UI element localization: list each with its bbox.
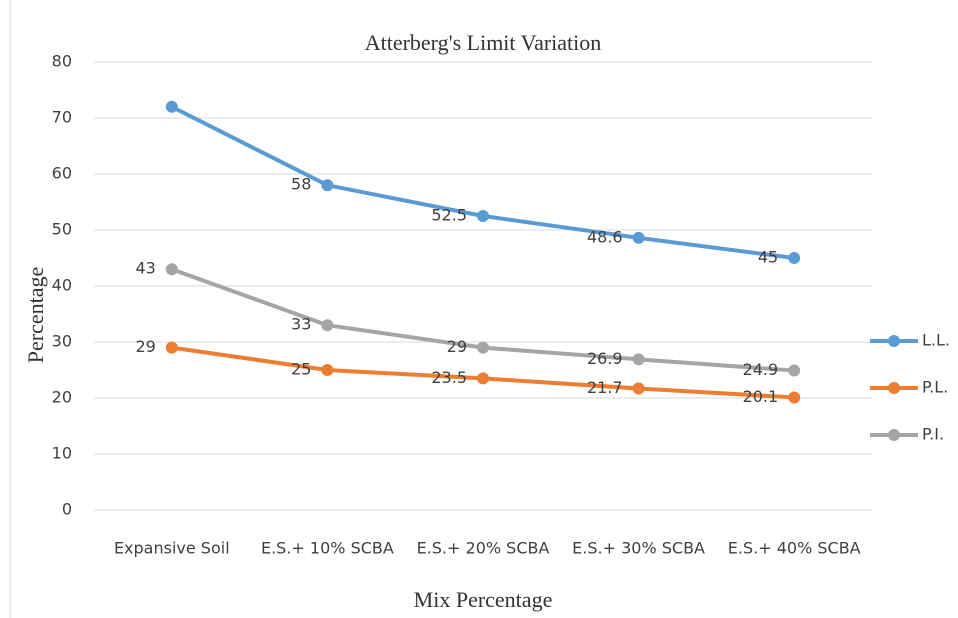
series-line (170, 105, 795, 260)
data-point (477, 372, 489, 385)
legend-label: P.I. (922, 425, 944, 444)
data-point (321, 319, 334, 332)
data-label: 29 (447, 337, 467, 356)
data-point (632, 353, 645, 366)
data-point (477, 341, 489, 354)
data-label: 52.5 (431, 206, 467, 225)
y-tick-label: 60 (52, 164, 72, 183)
x-tick-label: E.S.+ 20% SCBA (417, 539, 550, 558)
data-point (788, 391, 801, 404)
data-point (165, 263, 178, 276)
y-tick-label: 80 (52, 52, 72, 71)
data-point (321, 364, 334, 376)
legend-label: P.L. (922, 378, 948, 397)
data-point (165, 341, 178, 354)
y-tick-label: 10 (52, 444, 72, 463)
data-point (632, 382, 645, 395)
y-tick-label: 20 (52, 388, 72, 407)
x-axis-label: Mix Percentage (414, 587, 553, 612)
data-label: 29 (135, 337, 155, 356)
data-label: 24.9 (743, 360, 779, 379)
data-point (321, 179, 334, 192)
x-tick-label: E.S.+ 10% SCBA (261, 539, 394, 558)
y-tick-label: 30 (52, 332, 72, 351)
data-label: 26.9 (587, 349, 623, 368)
data-label: 33 (291, 315, 311, 334)
y-tick-label: 50 (52, 220, 72, 239)
y-tick-label: 0 (62, 500, 72, 519)
legend-marker (888, 335, 900, 347)
data-label: 25 (291, 360, 311, 379)
legend-label: L.L. (922, 331, 950, 350)
legend-marker (888, 382, 900, 394)
data-point (788, 252, 801, 264)
series-line (171, 267, 795, 373)
data-label: 23.5 (431, 368, 467, 387)
y-tick-label: 40 (52, 276, 72, 295)
data-label: 21.7 (587, 378, 623, 397)
data-point (788, 364, 801, 377)
data-label: 20.1 (743, 387, 779, 406)
data-label: 58 (291, 175, 311, 194)
y-tick-label: 70 (52, 108, 72, 127)
data-label: 48.6 (587, 227, 623, 246)
data-point (165, 100, 178, 113)
x-tick-label: E.S.+ 40% SCBA (728, 539, 861, 558)
legend-marker (888, 429, 900, 441)
chart-title: Atterberg's Limit Variation (365, 30, 602, 55)
x-tick-label: Expansive Soil (114, 539, 230, 558)
data-label: 45 (758, 248, 778, 267)
data-point (632, 231, 645, 244)
data-point (477, 210, 489, 222)
y-axis-label: Percentage (23, 267, 48, 364)
data-label: 43 (135, 259, 155, 278)
x-tick-label: E.S.+ 30% SCBA (572, 539, 705, 558)
